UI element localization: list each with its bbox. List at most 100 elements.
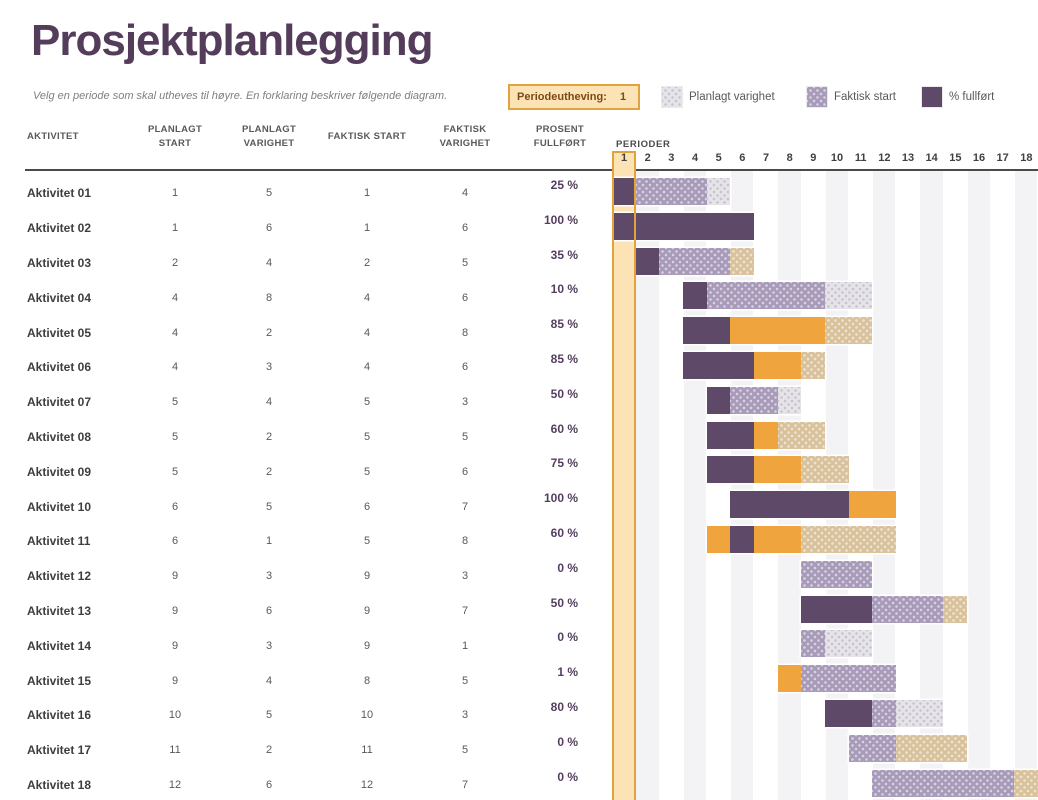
activity-value: 5 — [363, 535, 371, 548]
activity-value: 1 — [171, 222, 179, 235]
bar-segment-tan — [777, 421, 825, 449]
legend-swatch-plan-dotted-gray — [662, 86, 682, 107]
bar-segment-tan — [730, 247, 754, 275]
activity-value: 2 — [265, 430, 273, 443]
activity-value: 8 — [461, 535, 469, 548]
period-number: 10 — [830, 152, 844, 164]
activity-value: 3 — [461, 396, 469, 409]
bar-segment-dark — [706, 456, 754, 484]
table-row: Aktivitet 11 6 1 5 8 60 % — [0, 524, 612, 559]
gantt-bar — [801, 560, 873, 588]
period-number: 12 — [878, 152, 891, 164]
period-number: 11 — [854, 152, 867, 164]
table-row: Aktivitet 02 1 6 1 6 100 % — [0, 211, 612, 246]
activity-value: 10 — [360, 709, 374, 722]
activity-name: Aktivitet 01 — [27, 186, 92, 201]
period-number: 9 — [810, 152, 817, 164]
bar-segment-light — [801, 560, 873, 588]
activity-value: 5 — [265, 709, 273, 722]
period-highlight-input[interactable]: 1 — [619, 91, 627, 103]
gantt-bar — [825, 700, 944, 727]
activity-value: 11 — [169, 744, 181, 757]
activity-value: 6 — [461, 222, 469, 235]
activity-percent: 50 % — [550, 386, 578, 401]
gantt-bar — [706, 421, 825, 449]
activity-percent: 0 % — [557, 630, 578, 645]
activity-value: 5 — [171, 396, 179, 409]
period-stripe — [636, 171, 659, 800]
activity-value: 4 — [461, 187, 469, 200]
activity-value: 1 — [363, 187, 371, 200]
period-axis-label: PERIODER — [616, 139, 671, 150]
activity-value: 5 — [461, 674, 469, 687]
bar-segment-dark — [706, 421, 754, 449]
period-stripe — [872, 171, 896, 800]
period-number: 6 — [739, 152, 746, 164]
activity-percent: 85 % — [550, 317, 578, 332]
table-row: Aktivitet 07 5 4 5 3 50 % — [0, 385, 612, 420]
activity-value: 6 — [171, 535, 179, 548]
activity-value: 5 — [171, 430, 179, 443]
bar-segment-plan — [777, 386, 802, 414]
table-row: Aktivitet 06 4 3 4 6 85 % — [0, 350, 612, 385]
activity-percent: 50 % — [550, 595, 578, 610]
bar-segment-light — [872, 595, 944, 623]
legend-item: Planlagt varighet — [662, 86, 775, 107]
activity-value: 5 — [363, 430, 371, 443]
page-title: Prosjektplanlegging — [31, 16, 434, 65]
activity-name: Aktivitet 15 — [27, 673, 92, 688]
gantt-bar — [635, 247, 754, 275]
table-row: Aktivitet 09 5 2 5 6 75 % — [0, 454, 612, 489]
period-number: 4 — [691, 152, 699, 164]
gantt-bar — [848, 734, 967, 762]
period-highlight-box: Periodeutheving: 1 — [508, 84, 640, 110]
activity-percent: 75 % — [550, 456, 578, 471]
activity-value: 4 — [265, 256, 273, 269]
activity-value: 4 — [171, 326, 179, 339]
activity-value: 6 — [171, 500, 179, 513]
bar-segment-tan — [895, 734, 967, 762]
bar-segment-dark — [730, 491, 849, 519]
activity-name: Aktivitet 02 — [27, 221, 92, 236]
activity-percent: 10 % — [550, 282, 578, 297]
activity-value: 3 — [265, 570, 273, 583]
activity-percent: 0 % — [557, 769, 578, 784]
activity-name: Aktivitet 14 — [27, 638, 92, 653]
gantt-bar — [706, 456, 849, 484]
legend-item: % fullført — [922, 86, 994, 107]
bar-segment-tan — [1014, 769, 1038, 797]
activity-percent: 100 % — [543, 491, 578, 506]
activity-value: 4 — [363, 291, 371, 304]
activity-percent: 0 % — [557, 560, 578, 575]
period-number: 17 — [996, 152, 1009, 164]
activity-value: 6 — [265, 604, 273, 617]
period-number: 7 — [762, 152, 770, 164]
bar-segment-light — [872, 769, 1015, 797]
bar-segment-dark — [683, 317, 731, 345]
bar-segment-orange — [754, 352, 802, 379]
activity-percent: 85 % — [550, 352, 578, 366]
bar-segment-orange — [848, 491, 896, 519]
bar-segment-orange — [753, 526, 802, 553]
table-row: Aktivitet 05 4 2 4 8 85 % — [0, 315, 612, 350]
bar-segment-tan — [801, 526, 896, 553]
activity-value: 5 — [461, 430, 469, 443]
table-row: Aktivitet 01 1 5 1 4 25 % — [0, 176, 612, 211]
activity-name: Aktivitet 09 — [27, 464, 92, 479]
bar-segment-light — [801, 630, 825, 658]
activity-percent: 1 % — [557, 665, 578, 680]
table-row: Aktivitet 16 10 5 10 3 80 % — [0, 698, 612, 733]
activity-value: 7 — [461, 778, 469, 791]
period-number: 3 — [668, 152, 675, 164]
activity-percent: 25 % — [550, 178, 578, 192]
activity-value: 10 — [168, 709, 182, 722]
activity-value: 8 — [461, 326, 469, 339]
activity-value: 6 — [461, 361, 469, 374]
gantt-bar — [872, 769, 1038, 797]
period-stripe — [967, 171, 991, 800]
gantt-bar — [801, 595, 967, 623]
legend-label: Faktisk start — [834, 90, 896, 103]
activity-name: Aktivitet 10 — [27, 499, 92, 514]
table-row: Aktivitet 18 12 6 12 7 0 % — [0, 768, 612, 800]
activity-value: 9 — [171, 570, 179, 583]
